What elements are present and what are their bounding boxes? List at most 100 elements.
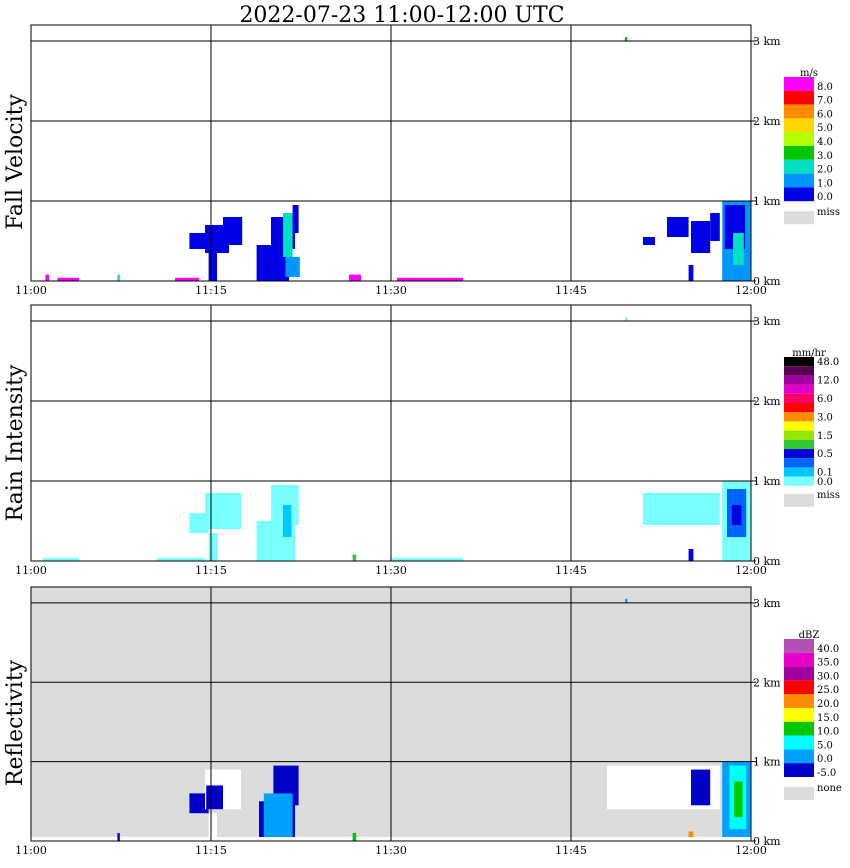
- precip-cell: [352, 833, 357, 841]
- x-tick-label: 11:45: [555, 844, 587, 857]
- legend-swatch: [784, 652, 814, 667]
- y-tick-label: 0 km: [753, 275, 781, 288]
- y-tick-label: 3 km: [753, 35, 781, 48]
- y-tick-label: 0 km: [753, 835, 781, 848]
- precip-cell: [292, 205, 299, 233]
- precip-cell: [205, 493, 241, 529]
- precip-cell: [625, 598, 628, 603]
- legend-swatch: [784, 173, 814, 188]
- precip-cell: [263, 793, 293, 838]
- panel-reflectivity: 0 km 1 km 2 km 3 km 11:00 11:15 11:30 11:45 1…: [3, 586, 842, 857]
- y-tick-label: 1 km: [753, 195, 781, 208]
- precip-cell: [688, 831, 694, 841]
- x-tick-label: 12:00: [735, 564, 767, 577]
- precip-cell: [208, 533, 217, 561]
- legend-swatch: [784, 680, 814, 695]
- legend-swatch: [784, 749, 814, 764]
- y-tick-label: 3 km: [753, 597, 781, 610]
- precip-cell: [667, 217, 689, 237]
- x-tick-label: 11:45: [555, 564, 587, 577]
- x-tick-label: 11:30: [375, 564, 407, 577]
- legend-swatch: [784, 159, 814, 174]
- legend-label: 1.0: [817, 178, 833, 189]
- legend-missing-label: none: [817, 783, 842, 794]
- legend-label: 5.0: [817, 740, 833, 751]
- precip-cell: [223, 217, 243, 245]
- panel-ylabel: Reflectivity: [3, 659, 28, 786]
- precip-cell: [691, 221, 711, 253]
- legend-swatch: [784, 384, 814, 394]
- legend-label: 5.0: [817, 123, 833, 134]
- legend-label: 48.0: [817, 357, 839, 368]
- legend-swatch: [784, 403, 814, 413]
- legend-missing-swatch: [784, 493, 814, 507]
- precip-cell: [733, 233, 744, 265]
- precip-cell: [731, 505, 742, 525]
- legend-swatch: [784, 146, 814, 160]
- legend-label: 4.0: [817, 137, 833, 148]
- precip-cell: [117, 833, 120, 841]
- legend-swatch: [784, 735, 814, 750]
- precip-cell: [643, 493, 720, 525]
- legend-missing-label: miss: [817, 490, 840, 501]
- legend-missing-label: miss: [817, 207, 840, 218]
- legend-swatch: [784, 366, 814, 376]
- precip-cell: [734, 781, 743, 818]
- x-tick-label: 11:00: [15, 564, 47, 577]
- legend-label: 0.0: [817, 754, 833, 765]
- legend-unit: dBZ: [799, 630, 820, 641]
- legend-swatch: [784, 104, 814, 119]
- legend-swatch: [784, 476, 814, 486]
- precip-cell: [688, 265, 694, 281]
- panel-rain-intensity: 0 km 1 km 2 km 3 km 11:00 11:15 11:30 11:45 1…: [3, 304, 840, 577]
- y-tick-label: 1 km: [753, 756, 781, 769]
- y-tick-label: 2 km: [753, 115, 781, 128]
- y-tick-label: 3 km: [753, 315, 781, 328]
- precip-cell: [285, 257, 300, 277]
- precip-cell: [208, 813, 217, 841]
- y-tick-label: 0 km: [753, 555, 781, 568]
- precip-cell: [206, 785, 223, 810]
- legend-label: 2.0: [817, 165, 833, 176]
- panel-ylabel: Fall Velocity: [3, 94, 28, 230]
- legend-label: 12.0: [817, 376, 839, 387]
- x-tick-label: 11:30: [375, 844, 407, 857]
- legend-swatch: [784, 90, 814, 105]
- y-tick-label: 1 km: [753, 475, 781, 488]
- precip-cell: [208, 253, 217, 281]
- precip-cell: [175, 277, 199, 281]
- precip-cell: [349, 274, 361, 281]
- legend-swatch: [784, 639, 814, 653]
- legend-swatch: [784, 357, 814, 367]
- precip-cell: [189, 513, 209, 533]
- legend-unit: mm/hr: [792, 348, 826, 359]
- precip-cell: [45, 274, 49, 281]
- legend-label: 0.5: [817, 449, 833, 460]
- legend-label: 20.0: [817, 699, 839, 710]
- legend-label: 8.0: [817, 82, 833, 93]
- precip-cell: [625, 37, 628, 41]
- legend-label: 1.5: [817, 431, 833, 442]
- legend-swatch: [784, 375, 814, 385]
- precip-cell: [117, 274, 120, 281]
- precip-cell: [397, 277, 463, 281]
- x-tick-label: 11:00: [15, 844, 47, 857]
- legend-label: 40.0: [817, 644, 839, 655]
- legend-swatch: [784, 721, 814, 736]
- x-tick-label: 12:00: [735, 844, 767, 857]
- legend-swatch: [784, 77, 814, 91]
- precip-cell: [391, 557, 463, 561]
- legend-swatch: [784, 763, 814, 777]
- legend-label: 35.0: [817, 658, 839, 669]
- legend-missing-swatch: [784, 211, 814, 225]
- legend-label: 15.0: [817, 713, 839, 724]
- legend-label: 6.0: [817, 394, 833, 405]
- legend-missing-swatch: [784, 787, 814, 800]
- figure-title: 2022-07-23 11:00-12:00 UTC: [239, 3, 564, 28]
- precip-cell: [710, 213, 720, 241]
- x-tick-label: 12:00: [735, 284, 767, 297]
- legend-swatch: [784, 458, 814, 468]
- legend-label: 30.0: [817, 671, 839, 682]
- y-tick-label: 2 km: [753, 676, 781, 689]
